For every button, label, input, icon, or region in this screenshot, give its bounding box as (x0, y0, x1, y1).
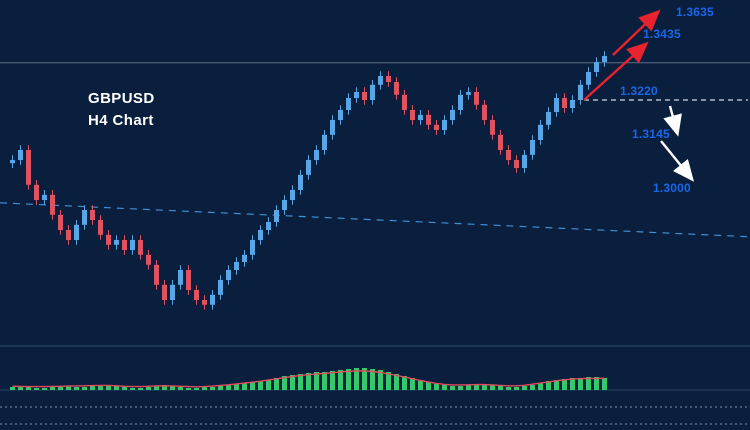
red-forecast-arrow (612, 9, 661, 56)
price-level-1-3220: 1.3220 (620, 84, 658, 98)
white-forecast-arrow (663, 105, 682, 137)
candles-layer (10, 51, 607, 310)
price-target-1-3435: 1.3435 (643, 27, 681, 41)
symbol-label: GBPUSD (88, 90, 155, 107)
price-target-1-3635: 1.3635 (676, 5, 714, 19)
white-forecast-arrow (660, 140, 695, 182)
red-forecast-arrow (583, 41, 649, 101)
price-target-1-3000: 1.3000 (653, 181, 691, 195)
timeframe-label: H4 Chart (88, 112, 154, 129)
macd-histogram (10, 368, 607, 390)
macd-signal-line (12, 370, 605, 388)
price-target-1-3145: 1.3145 (632, 127, 670, 141)
descending-trendline (0, 202, 750, 238)
